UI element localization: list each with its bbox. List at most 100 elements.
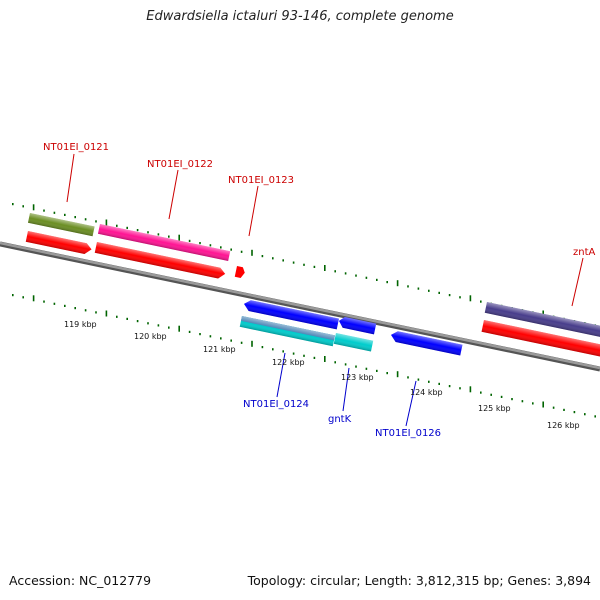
tick-forward-major <box>178 234 180 241</box>
reverse-gene-labels: NT01EI_0124 gntK NT01EI_0126 <box>243 399 441 439</box>
tick-reverse-minor <box>365 367 368 370</box>
tick-reverse-minor <box>417 378 420 381</box>
tick-reverse-minor <box>511 398 513 401</box>
tick-reverse-minor <box>84 309 87 312</box>
tick-forward-minor <box>448 294 451 297</box>
tick-reverse-minor <box>261 346 264 349</box>
tick-reverse-minor <box>563 408 565 411</box>
tick-forward-minor <box>116 224 118 227</box>
tick-reverse-minor <box>334 361 336 364</box>
tick-reverse-minor <box>303 354 305 357</box>
gene-nt01ei-0121-cds-arrow[interactable] <box>25 231 93 255</box>
tick-reverse-minor <box>157 324 160 327</box>
tick-row-reverse <box>12 294 596 418</box>
tick-reverse-minor <box>116 315 118 318</box>
reverse-strand-genes <box>239 299 463 356</box>
gene-label-nt01ei-0123[interactable]: NT01EI_0123 <box>228 175 294 186</box>
tick-reverse-major <box>178 325 180 332</box>
tick-reverse-minor <box>344 363 347 366</box>
tick-forward-minor <box>428 289 430 292</box>
tick-forward-minor <box>344 272 347 275</box>
gene-label-nt01ei-0122[interactable]: NT01EI_0122 <box>147 159 213 170</box>
tick-reverse-minor <box>230 339 232 342</box>
gene-label-nt01ei-0126[interactable]: NT01EI_0126 <box>375 428 441 439</box>
tick-reverse-minor <box>407 376 409 379</box>
gene-gntk-arrow[interactable] <box>338 316 377 335</box>
tick-forward-major <box>542 310 544 317</box>
tick-reverse-minor <box>188 330 191 333</box>
gene-znta-block[interactable] <box>484 302 600 339</box>
gene-nt01ei-0124-arrow[interactable] <box>243 299 339 330</box>
tick-reverse-minor <box>500 395 503 398</box>
tick-forward-minor <box>74 216 76 219</box>
tick-reverse-minor <box>386 372 388 375</box>
tick-forward-minor <box>209 244 212 247</box>
tick-forward-major <box>32 204 35 211</box>
gene-nt01ei-0122-block[interactable] <box>97 224 231 261</box>
tick-reverse-minor <box>136 320 139 323</box>
tick-reverse-minor <box>74 307 76 310</box>
tick-reverse-minor <box>313 356 316 359</box>
gene-label-nt01ei-0121[interactable]: NT01EI_0121 <box>43 142 109 153</box>
tick-reverse-major <box>251 340 253 347</box>
tick-forward-minor <box>282 259 284 262</box>
kbp-scale-labels: 119 kbp 120 kbp 121 kbp 122 kbp 123 kbp … <box>64 320 580 430</box>
gene-nt01ei-0121-block[interactable] <box>27 213 95 237</box>
genome-summary-text: Topology: circular; Length: 3,812,315 bp… <box>247 573 591 588</box>
gene-label-znta[interactable]: zntA <box>573 247 596 258</box>
accession-text: Accession: NC_012779 <box>9 573 152 588</box>
gene-nt01ei-0124-cds[interactable] <box>239 316 335 347</box>
forward-strand-genes <box>25 213 600 359</box>
tick-reverse-minor <box>573 411 576 414</box>
gene-label-gntk[interactable]: gntK <box>328 414 352 425</box>
tick-reverse-major <box>469 386 472 393</box>
tick-reverse-minor <box>594 415 596 418</box>
tick-forward-minor <box>43 209 45 212</box>
tick-reverse-minor <box>552 406 555 409</box>
tick-reverse-minor <box>272 348 274 351</box>
tick-reverse-minor <box>64 304 66 307</box>
tick-forward-minor <box>84 218 87 221</box>
tick-reverse-minor <box>376 369 378 372</box>
gene-nt01ei-0122-cds-arrow[interactable] <box>94 242 226 280</box>
kbp-label-120: 120 kbp <box>134 332 167 341</box>
tick-forward-major <box>324 265 326 271</box>
tick-forward-minor <box>199 242 201 245</box>
forward-gene-labels: NT01EI_0121 NT01EI_0122 NT01EI_0123 zntA <box>43 142 596 258</box>
tick-reverse-minor <box>459 387 461 390</box>
tick-forward-major <box>469 295 472 302</box>
tick-reverse-minor <box>480 391 482 394</box>
tick-reverse-minor <box>521 400 524 403</box>
tick-reverse-minor <box>428 380 430 383</box>
tick-forward-minor <box>188 239 191 242</box>
tick-forward-minor <box>313 265 316 268</box>
tick-reverse-minor <box>240 341 243 344</box>
kbp-label-126: 126 kbp <box>547 421 580 430</box>
tick-forward-minor <box>95 220 97 223</box>
tick-reverse-major <box>542 401 544 408</box>
kbp-label-121: 121 kbp <box>203 345 236 354</box>
tick-reverse-minor <box>438 382 440 385</box>
tick-forward-minor <box>272 257 274 260</box>
gene-nt01ei-0126-arrow[interactable] <box>390 330 463 356</box>
tick-forward-major <box>396 280 399 287</box>
tick-forward-minor <box>438 291 440 294</box>
tick-reverse-minor <box>282 350 284 353</box>
tick-forward-minor <box>12 203 14 206</box>
tick-reverse-minor <box>12 294 14 297</box>
gene-gntk-cds[interactable] <box>333 333 374 352</box>
tick-forward-minor <box>407 285 409 288</box>
tick-forward-minor <box>126 226 128 229</box>
gene-znta-cds-arrow[interactable] <box>481 320 600 359</box>
tick-forward-minor <box>157 233 160 236</box>
tick-forward-minor <box>303 263 305 266</box>
tick-forward-minor <box>168 235 170 238</box>
kbp-label-122: 122 kbp <box>272 358 305 367</box>
tick-reverse-minor <box>95 311 97 314</box>
tick-forward-minor <box>22 205 24 208</box>
tick-forward-minor <box>376 278 378 281</box>
tick-reverse-minor <box>448 385 451 388</box>
gene-label-nt01ei-0124[interactable]: NT01EI_0124 <box>243 399 309 410</box>
gene-nt01ei-0123-cds-arrow[interactable] <box>234 266 246 279</box>
